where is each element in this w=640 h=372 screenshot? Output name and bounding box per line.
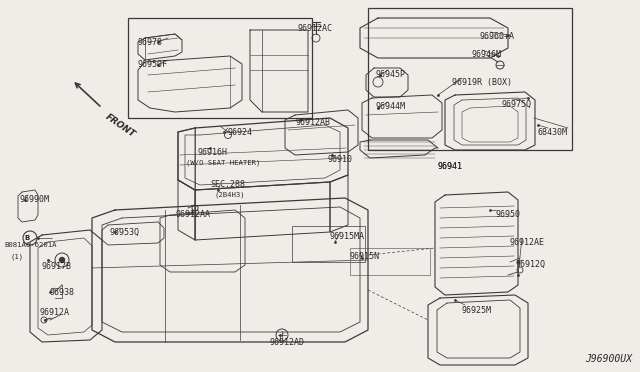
Text: 96915N: 96915N <box>350 252 380 261</box>
Text: 96990M: 96990M <box>20 195 50 204</box>
Text: (1): (1) <box>10 254 23 260</box>
Circle shape <box>60 257 65 263</box>
Text: 96953Q: 96953Q <box>110 228 140 237</box>
Text: 96945P: 96945P <box>376 70 406 79</box>
Text: 96912AA: 96912AA <box>175 210 210 219</box>
Text: 96912Q: 96912Q <box>516 260 546 269</box>
Bar <box>292 226 365 262</box>
Text: FRONT: FRONT <box>104 112 137 139</box>
Text: 96925M: 96925M <box>462 306 492 315</box>
Text: 96912A: 96912A <box>40 308 70 317</box>
Text: 96941: 96941 <box>438 162 463 171</box>
Text: 96912AB: 96912AB <box>295 118 330 127</box>
Text: 96912AC: 96912AC <box>298 24 333 33</box>
Text: B081A6-6201A: B081A6-6201A <box>4 242 56 248</box>
Bar <box>350 248 430 275</box>
Text: 96912AE: 96912AE <box>510 238 545 247</box>
Text: 96917B: 96917B <box>42 262 72 271</box>
Text: 96950: 96950 <box>496 210 521 219</box>
Text: B: B <box>24 235 29 241</box>
Text: 96912AD: 96912AD <box>270 338 305 347</box>
Text: 96916H: 96916H <box>198 148 228 157</box>
Text: 96978: 96978 <box>138 38 163 47</box>
Text: 96910: 96910 <box>328 155 353 164</box>
Text: SEC.288: SEC.288 <box>210 180 245 189</box>
Text: 96941: 96941 <box>438 162 463 171</box>
Text: 96938: 96938 <box>50 288 75 297</box>
Text: 96960+A: 96960+A <box>480 32 515 41</box>
Text: 96950F: 96950F <box>138 60 168 69</box>
Text: 96915MA: 96915MA <box>330 232 365 241</box>
Bar <box>128 18 312 118</box>
Text: 96975Q: 96975Q <box>502 100 532 109</box>
Text: J96900UX: J96900UX <box>585 354 632 364</box>
Text: 96919R (BOX): 96919R (BOX) <box>452 78 512 87</box>
Bar <box>368 8 572 150</box>
Text: (W/O SEAT HEATER): (W/O SEAT HEATER) <box>186 160 260 167</box>
Text: 96944M: 96944M <box>376 102 406 111</box>
Text: 96946M: 96946M <box>472 50 502 59</box>
Text: 68430M: 68430M <box>538 128 568 137</box>
Text: 96924: 96924 <box>228 128 253 137</box>
Text: (2B4H3): (2B4H3) <box>214 192 244 199</box>
